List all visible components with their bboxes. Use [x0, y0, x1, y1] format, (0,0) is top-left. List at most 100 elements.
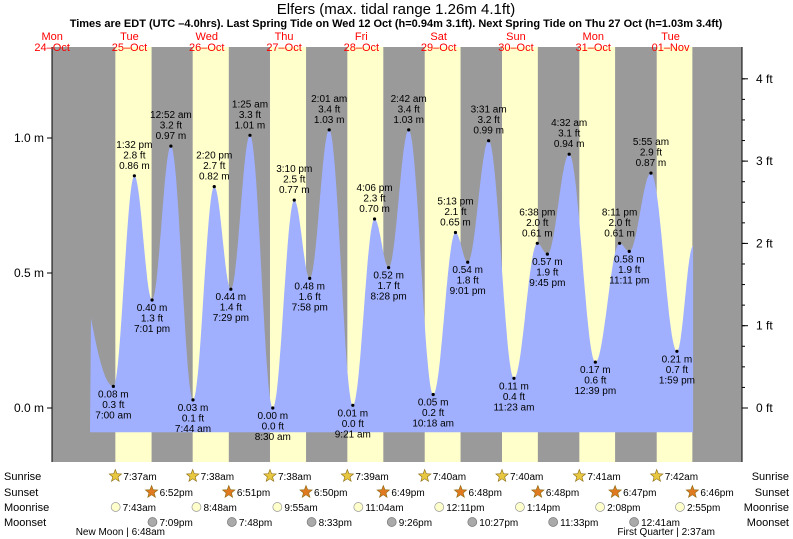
tide-label: 0.86 m: [119, 161, 150, 172]
tide-point: [617, 241, 622, 245]
tide-label: 0.7 ft: [666, 365, 688, 376]
tide-label: 3.4 ft: [318, 104, 340, 115]
sunset-icon: [299, 484, 313, 498]
tide-point: [308, 276, 312, 280]
tide-label: 12:52 am: [150, 110, 192, 121]
sunrise-time: 7:40am: [510, 472, 543, 483]
tide-point: [229, 287, 233, 291]
tide-point: [466, 260, 470, 264]
tide-label: 3.1 ft: [558, 129, 580, 140]
day-date: 29–Oct: [421, 42, 456, 54]
chart-title: Elfers (max. tidal range 1.26m 4.1ft): [277, 1, 515, 18]
right-tick-label: 3 ft: [756, 154, 773, 168]
right-tick-label: 1 ft: [756, 319, 773, 333]
date-headers: Mon24–OctTue25–OctWed26–OctThu27–OctFri2…: [34, 31, 690, 54]
tide-label: 2.0 ft: [526, 218, 548, 229]
sunrise-icon: [417, 468, 432, 482]
tide-label: 2.0 ft: [608, 218, 630, 229]
sunset-icon: [608, 484, 623, 498]
tide-point: [292, 198, 296, 202]
tide-point: [512, 376, 516, 380]
row-label-left: Moonrise: [4, 502, 49, 514]
tide-label: 2:01 am: [311, 94, 347, 105]
sunset-icon: [685, 484, 700, 498]
tide-label: 10:18 am: [412, 419, 454, 430]
moonrise-time: 12:11pm: [446, 503, 484, 514]
tide-point: [351, 403, 355, 407]
moonrise-icon: [515, 502, 525, 512]
tide-point: [111, 384, 115, 388]
sunrise-time: 7:42am: [665, 472, 698, 483]
tide-label: 0.94 m: [554, 139, 585, 150]
tide-label: 8:30 am: [255, 432, 291, 443]
day-of-week: Tue: [661, 31, 680, 43]
moonrise-icon: [191, 502, 202, 512]
tide-label: 0.17 m: [580, 365, 611, 376]
row-label-left: Sunset: [4, 487, 38, 499]
tide-point: [212, 185, 216, 189]
tide-label: 0.40 m: [137, 303, 168, 314]
tide-label: 7:29 pm: [213, 313, 249, 324]
tide-label: 11:23 am: [493, 402, 534, 413]
tide-label: 7:01 pm: [134, 324, 170, 335]
tide-label: 0.0 ft: [262, 422, 284, 433]
tide-label: 6:38 pm: [519, 207, 555, 218]
tide-label: 3:31 am: [471, 105, 507, 116]
row-label-right: Sunset: [755, 487, 789, 499]
moonset-icon: [306, 517, 317, 527]
tide-label: 8:28 pm: [371, 292, 407, 303]
sunrise-time: 7:37am: [123, 472, 156, 483]
tide-label: 0.52 m: [373, 271, 404, 282]
tide-label: 3.2 ft: [160, 121, 182, 132]
tide-label: 1:32 pm: [116, 140, 152, 151]
tide-labels: 0.08 m0.3 ft7:00 am 1:32 pm2.8 ft0.86 m 0.…: [95, 94, 695, 443]
sunrise-icon: [649, 468, 664, 482]
sunrise-icon: [263, 468, 277, 482]
tide-point: [649, 171, 653, 175]
tide-label: 1:25 am: [232, 99, 268, 110]
row-label-right: Moonrise: [744, 502, 789, 514]
tide-label: 2.7 ft: [203, 161, 225, 172]
tide-label: 0.54 m: [452, 265, 483, 276]
chart-subtitle: Times are EDT (UTC –4.0hrs). Last Spring…: [70, 18, 723, 30]
moonset-icon: [227, 517, 237, 527]
day-of-week: Thu: [275, 31, 294, 43]
tide-label: 3.2 ft: [478, 115, 500, 126]
tide-label: 1.7 ft: [378, 281, 400, 292]
tide-label: 9:45 pm: [529, 278, 565, 289]
moonrise-icon: [434, 502, 445, 512]
tide-point: [431, 392, 435, 397]
tide-point: [627, 249, 631, 253]
sunrise-icon: [185, 468, 200, 482]
moonset-icon: [386, 517, 397, 527]
sunset-time: 6:46pm: [700, 488, 733, 499]
tide-point: [487, 139, 491, 143]
moonrise-icon: [110, 502, 121, 512]
moon-phase-first-quarter: First Quarter | 2:37am: [617, 527, 715, 538]
moonrise-time: 7:43am: [123, 503, 156, 514]
tide-label: 4:32 am: [551, 118, 587, 129]
day-of-week: Mon: [583, 31, 604, 43]
day-of-week: Mon: [41, 31, 62, 43]
tide-label: 0.03 m: [178, 403, 209, 414]
moonrise-icon: [272, 502, 283, 512]
sunrise-icon: [495, 468, 509, 482]
sunrise-time: 7:38am: [278, 472, 311, 483]
tide-label: 12:39 pm: [574, 386, 616, 397]
tide-label: 7:00 am: [95, 410, 131, 421]
day-date: 28–Oct: [344, 42, 379, 54]
right-tick-label: 0 ft: [756, 401, 773, 415]
tide-label: 0.1 ft: [182, 413, 204, 424]
tide-point: [169, 144, 173, 148]
right-tick-label: 2 ft: [756, 236, 773, 250]
tide-label: 0.21 m: [662, 354, 693, 365]
moonrise-time: 2:55pm: [687, 503, 720, 514]
moonset-icon: [147, 517, 158, 527]
moonrise-time: 11:04am: [365, 503, 403, 514]
tide-point: [567, 152, 571, 156]
sunset-time: 6:52pm: [160, 488, 193, 499]
tide-label: 0.0 ft: [342, 419, 364, 430]
left-tick-label: 1.0 m: [14, 131, 44, 145]
sunset-time: 6:49pm: [391, 488, 424, 499]
